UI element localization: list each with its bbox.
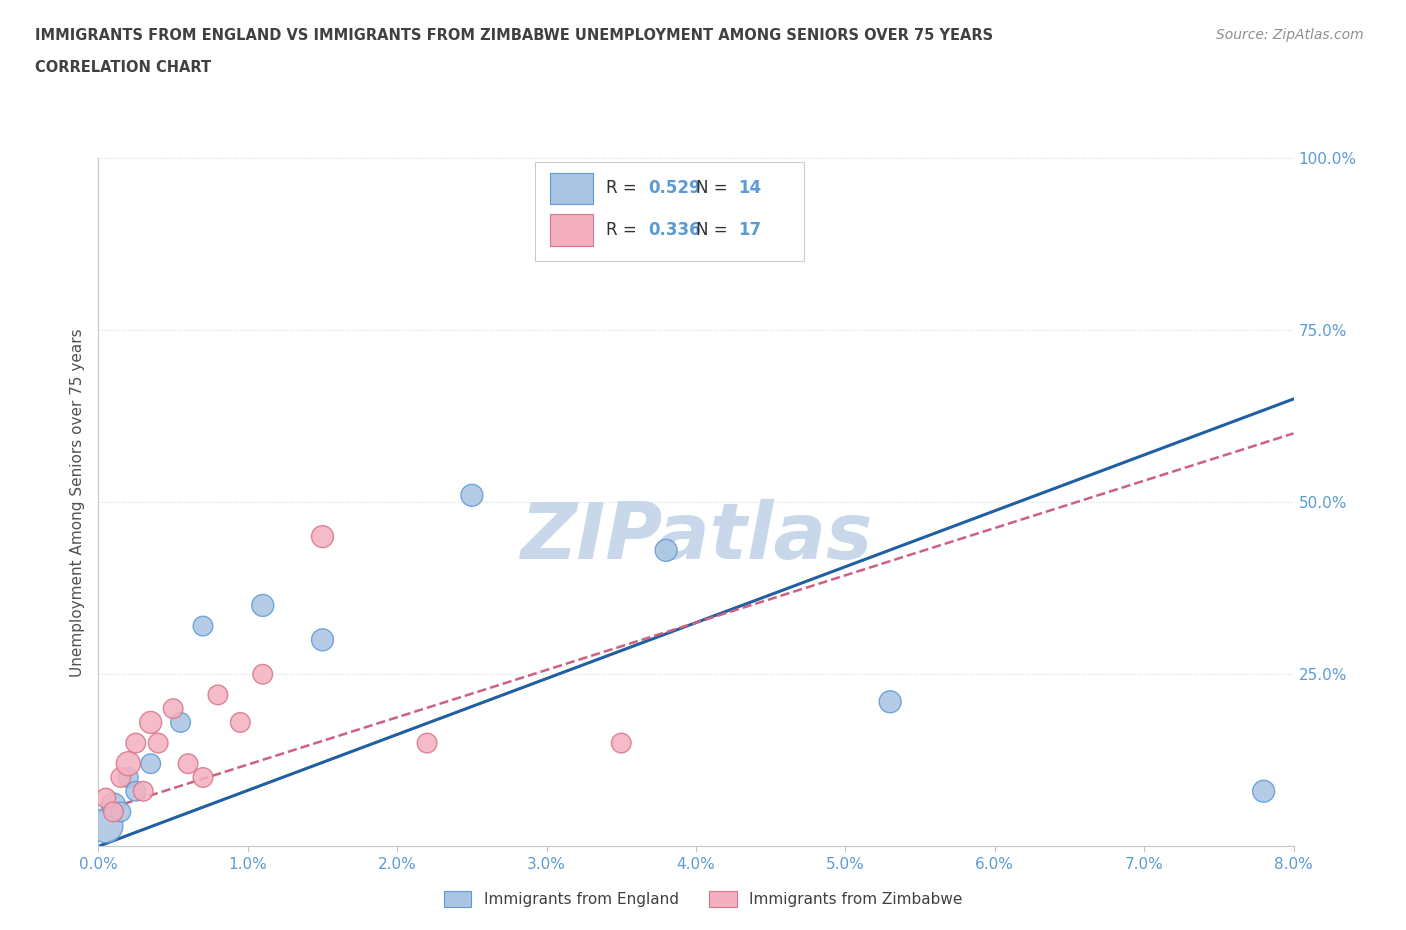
FancyBboxPatch shape bbox=[550, 214, 593, 246]
Text: 17: 17 bbox=[738, 220, 761, 239]
Text: N =: N = bbox=[696, 179, 733, 197]
Point bbox=[125, 736, 148, 751]
Point bbox=[191, 618, 214, 633]
Point bbox=[879, 695, 901, 710]
Point bbox=[110, 804, 132, 819]
Point bbox=[252, 598, 274, 613]
Text: N =: N = bbox=[696, 220, 733, 239]
Point bbox=[103, 804, 125, 819]
Text: R =: R = bbox=[606, 179, 643, 197]
FancyBboxPatch shape bbox=[550, 173, 593, 205]
Point bbox=[162, 701, 184, 716]
Legend: Immigrants from England, Immigrants from Zimbabwe: Immigrants from England, Immigrants from… bbox=[437, 884, 969, 913]
Point bbox=[311, 632, 333, 647]
Y-axis label: Unemployment Among Seniors over 75 years: Unemployment Among Seniors over 75 years bbox=[70, 328, 86, 676]
Text: ZIPatlas: ZIPatlas bbox=[520, 498, 872, 575]
Text: 0.336: 0.336 bbox=[648, 220, 700, 239]
Point bbox=[311, 529, 333, 544]
FancyBboxPatch shape bbox=[534, 162, 804, 261]
Point bbox=[94, 790, 117, 805]
Point bbox=[1253, 784, 1275, 799]
Point bbox=[252, 667, 274, 682]
Text: CORRELATION CHART: CORRELATION CHART bbox=[35, 60, 211, 75]
Point bbox=[169, 715, 191, 730]
Point bbox=[191, 770, 214, 785]
Point bbox=[117, 756, 139, 771]
Point bbox=[132, 784, 155, 799]
Point bbox=[125, 784, 148, 799]
Point bbox=[103, 798, 125, 813]
Point bbox=[177, 756, 200, 771]
Text: Source: ZipAtlas.com: Source: ZipAtlas.com bbox=[1216, 28, 1364, 42]
Point bbox=[610, 736, 633, 751]
Point bbox=[416, 736, 439, 751]
Point bbox=[139, 756, 162, 771]
Point bbox=[117, 770, 139, 785]
Point bbox=[94, 818, 117, 833]
Point bbox=[461, 488, 484, 503]
Point bbox=[139, 715, 162, 730]
Point bbox=[207, 687, 229, 702]
Text: 14: 14 bbox=[738, 179, 761, 197]
Point bbox=[655, 543, 678, 558]
Text: IMMIGRANTS FROM ENGLAND VS IMMIGRANTS FROM ZIMBABWE UNEMPLOYMENT AMONG SENIORS O: IMMIGRANTS FROM ENGLAND VS IMMIGRANTS FR… bbox=[35, 28, 993, 43]
Point bbox=[148, 736, 170, 751]
Point bbox=[229, 715, 252, 730]
Text: 0.529: 0.529 bbox=[648, 179, 700, 197]
Text: R =: R = bbox=[606, 220, 643, 239]
Point bbox=[110, 770, 132, 785]
